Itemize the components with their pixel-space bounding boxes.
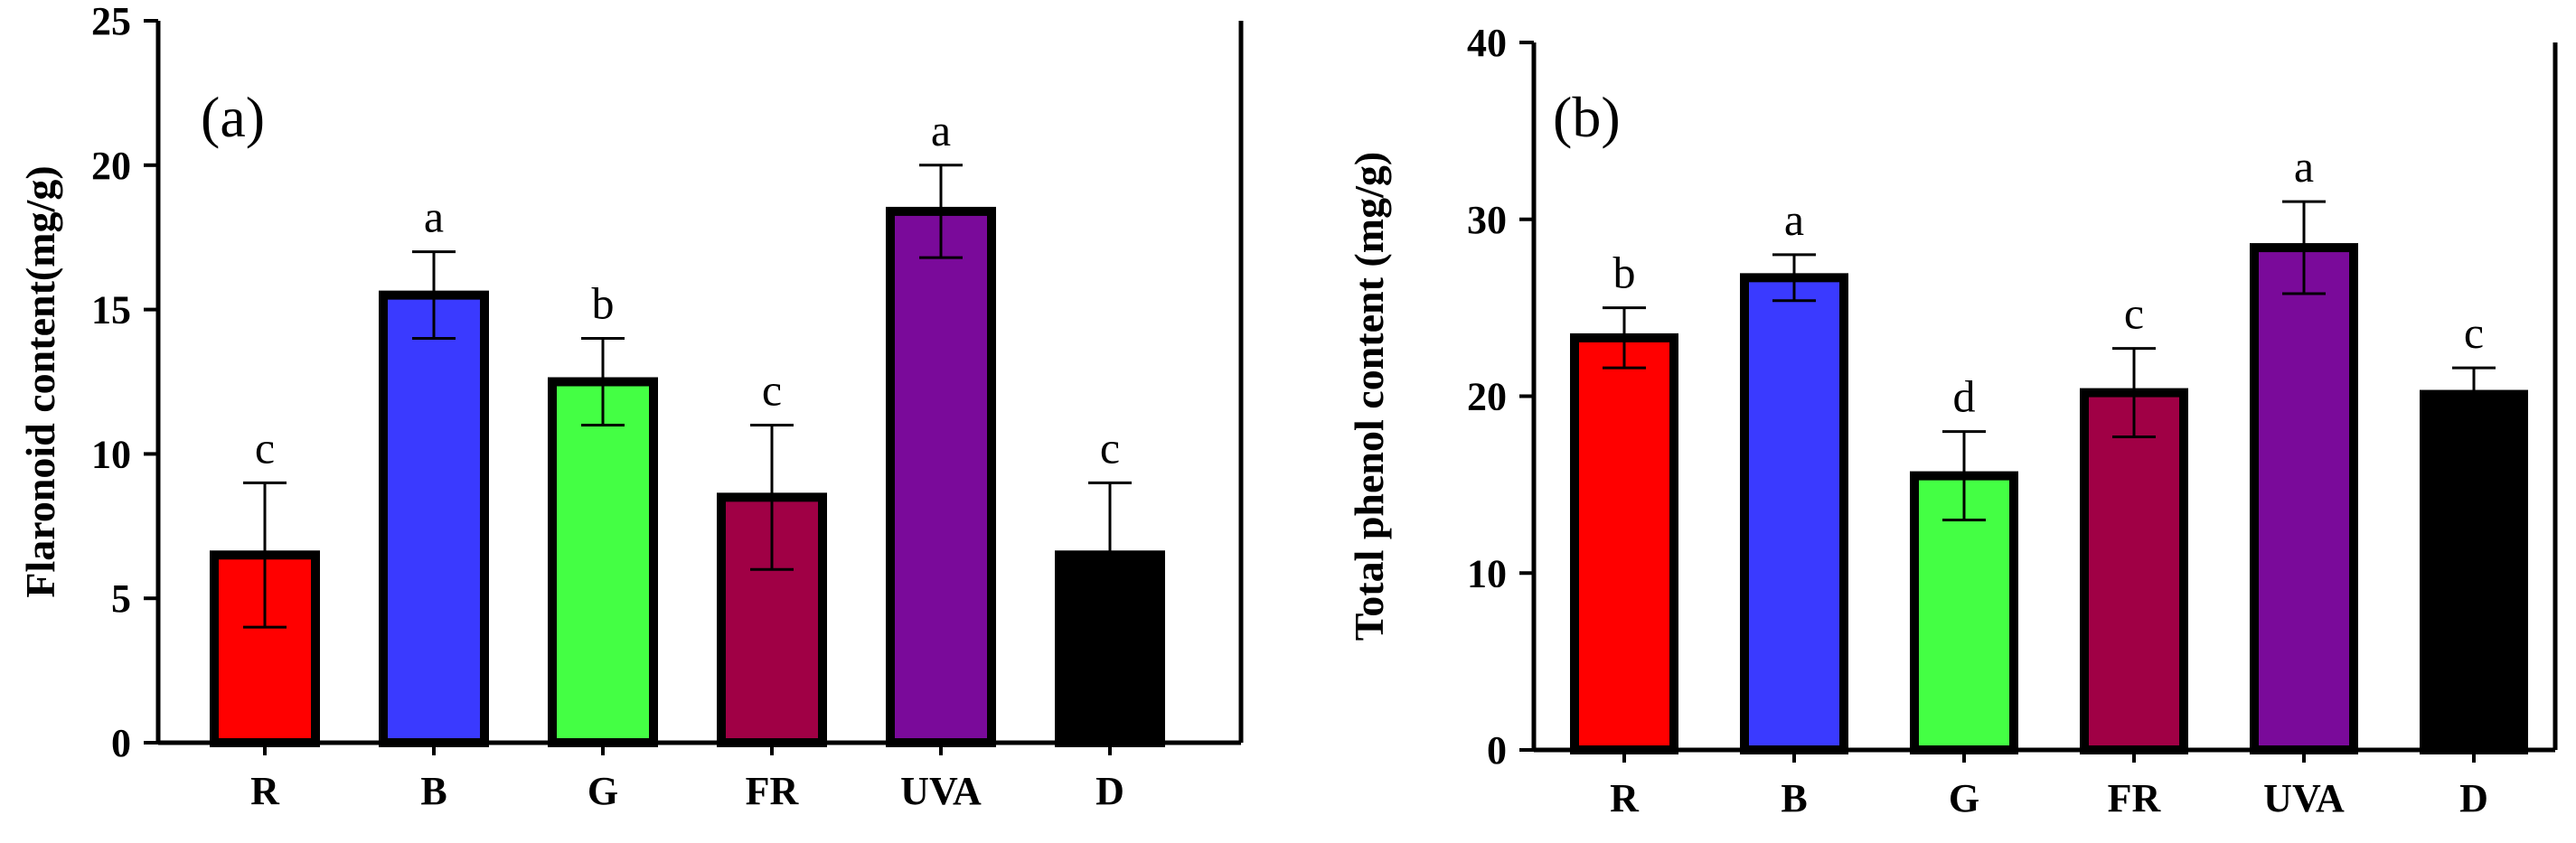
y-tick-label: 20 (1467, 375, 1507, 419)
x-tick-label: UVA (900, 769, 982, 813)
significance-label: c (762, 364, 782, 415)
error-bar-r (1603, 306, 1646, 370)
x-tick-label: D (2459, 776, 2488, 820)
error-bar-g (581, 337, 625, 426)
error-bar-g (1942, 430, 1986, 522)
chart-panel-b: b Ra Bd Gc FR a UVA c D 0 10 20 30 40 Total phenol con… (1346, 21, 2558, 820)
x-tick-label: FR (746, 769, 800, 813)
y-tick-label: 5 (111, 576, 131, 621)
error-bar-d (1088, 481, 1132, 629)
significance-label: a (2294, 141, 2314, 192)
x-tick-label: R (1610, 776, 1640, 820)
y-tick-label: 0 (1487, 728, 1507, 773)
error-bar-r (243, 481, 287, 629)
error-bar-uva (2282, 200, 2326, 295)
significance-label: a (931, 105, 951, 155)
y-tick-label: 20 (91, 144, 131, 188)
x-tick-label: FR (2108, 776, 2162, 820)
significance-label: c (255, 422, 275, 473)
significance-label: c (1100, 422, 1120, 473)
panel-label: (a) (201, 85, 265, 149)
error-bar-b (412, 250, 456, 341)
y-tick-label: 10 (91, 432, 131, 476)
error-bar-d (2452, 366, 2496, 423)
significance-label: c (2464, 307, 2484, 358)
bar-b (1740, 273, 1848, 755)
y-tick-label: 25 (91, 0, 131, 43)
significance-label: a (424, 192, 444, 242)
significance-label: d (1953, 371, 1976, 422)
bar-r (1570, 333, 1678, 754)
error-bar-b (1772, 253, 1816, 303)
y-tick-label: 15 (91, 288, 131, 333)
bar-uva (886, 206, 996, 748)
significance-label: c (2124, 288, 2144, 339)
y-tick-label: 0 (111, 721, 131, 765)
bar-d (2420, 389, 2528, 754)
y-tick-label: 10 (1467, 551, 1507, 595)
error-bar-fr (2112, 347, 2156, 439)
y-tick-label: 30 (1467, 198, 1507, 242)
error-bar-fr (750, 423, 794, 571)
x-tick-label: G (588, 769, 618, 813)
y-tick-label: 40 (1467, 21, 1507, 65)
y-axis-title: Total phenol content (mg/g) (1346, 152, 1392, 641)
x-tick-label: B (420, 769, 447, 813)
significance-label: b (1613, 248, 1636, 298)
x-tick-label: UVA (2263, 776, 2345, 820)
significance-label: b (592, 278, 615, 329)
bar-uva (2250, 243, 2358, 754)
error-bar-uva (919, 164, 963, 259)
bar-b (379, 290, 489, 747)
bar-g (548, 377, 658, 747)
chart-panel-a: c Ra Bb Gc FR a UVA c D 0 5 10 15 20 25 Flaronoid conte… (17, 0, 1244, 813)
panel-label: (b) (1553, 85, 1621, 149)
y-axis-title: Flaronoid content(mg/g) (17, 165, 63, 597)
x-tick-label: D (1095, 769, 1124, 813)
x-tick-label: R (250, 769, 280, 813)
bar-fr (2080, 388, 2188, 754)
significance-label: a (1784, 194, 1804, 245)
x-tick-label: G (1949, 776, 1979, 820)
x-tick-label: B (1781, 776, 1807, 820)
